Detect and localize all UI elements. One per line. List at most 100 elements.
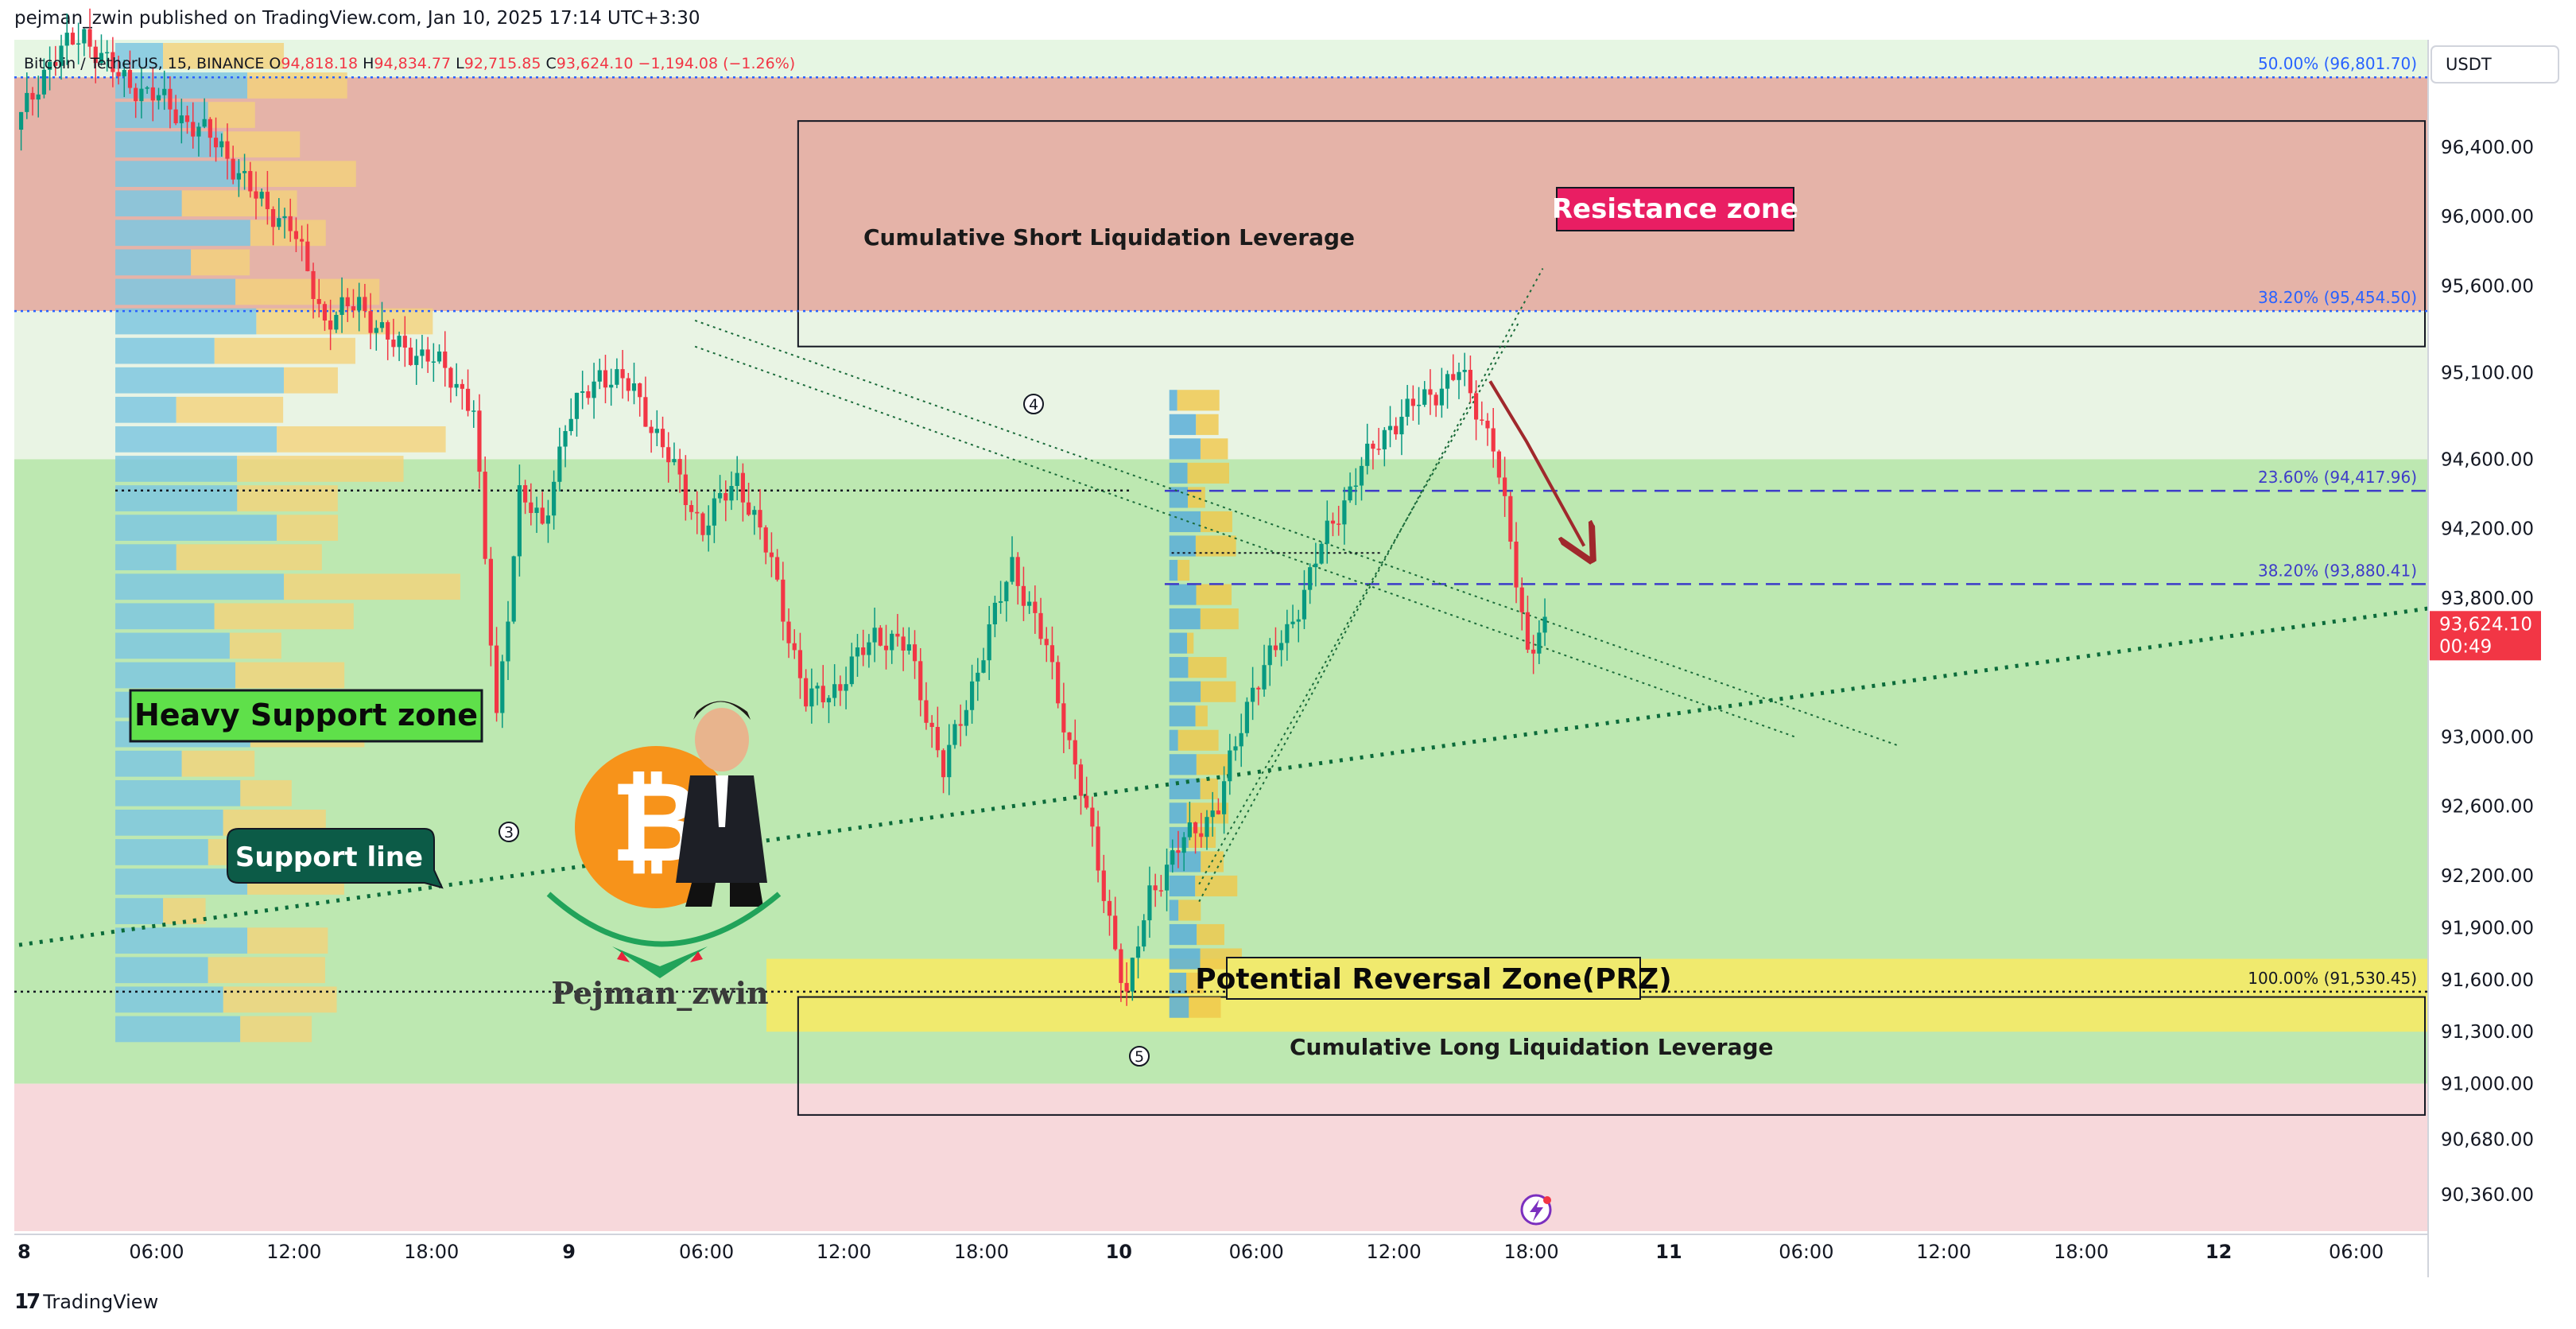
candle-body	[1251, 687, 1255, 702]
volume-profile-bar-up	[115, 396, 177, 423]
resistance-label: Resistance zone	[1552, 193, 1798, 225]
candle-body	[740, 472, 745, 503]
candle-body	[563, 431, 568, 447]
session-profile-bar-down	[1197, 923, 1224, 946]
low-label: L	[456, 55, 464, 72]
volume-profile-bar-down	[240, 779, 292, 806]
session-profile-bar-up	[1169, 778, 1201, 799]
candle-body	[729, 486, 734, 501]
session-profile-bar-down	[1201, 681, 1236, 702]
price-tick-label: 96,000.00	[2441, 207, 2534, 227]
candle-body	[145, 87, 149, 89]
candle-body	[265, 192, 270, 209]
candle-body	[1210, 810, 1215, 818]
session-profile-bar-up	[1169, 948, 1201, 970]
avatar-head	[695, 708, 749, 771]
currency-button[interactable]	[2431, 45, 2559, 84]
volume-profile-bar-down	[163, 898, 206, 924]
trendlines	[18, 268, 2429, 947]
price-tick-label: 93,800.00	[2441, 589, 2534, 609]
candle-countdown: 00:49	[2439, 636, 2492, 657]
candle-body	[1090, 807, 1095, 827]
candle-body	[1394, 426, 1399, 435]
candle-body	[958, 724, 963, 726]
volume-profile-bar-up	[115, 957, 208, 984]
session-profile-bar-down	[1188, 826, 1216, 848]
prz-label: Potential Reversal Zone(PRZ)	[1195, 963, 1671, 996]
session-profile-bar-down	[1187, 462, 1229, 484]
candle-body	[328, 320, 333, 330]
candle-body	[1387, 426, 1393, 430]
session-profile-bar-up	[1169, 875, 1196, 897]
candle-body	[1222, 781, 1227, 814]
author-signature: Pejman_zwin	[551, 975, 768, 1011]
candle-body	[1382, 429, 1387, 449]
volume-profile-bar-down	[235, 662, 345, 689]
candle-body	[465, 388, 471, 411]
candle-body	[1010, 557, 1014, 582]
change-value: −1,194.08 (−1.26%)	[638, 55, 796, 72]
candle-body	[300, 239, 305, 242]
candle-body	[1181, 837, 1186, 853]
volume-profile-bar-down	[181, 750, 255, 777]
candle-body	[368, 311, 373, 333]
candle-body	[574, 392, 580, 419]
signature-arrow	[612, 946, 708, 978]
candle-body	[867, 642, 871, 655]
footer-brand[interactable]: TradingView	[43, 1291, 159, 1313]
volume-profile-bar-down	[214, 337, 355, 364]
candle-body	[568, 418, 573, 432]
candle-body	[895, 633, 900, 637]
candle-body	[1027, 601, 1032, 606]
heavy-support-label: Heavy Support zone	[134, 698, 478, 733]
candle-body	[414, 356, 419, 365]
candle-body	[30, 92, 35, 100]
footer: 17 TradingView	[14, 1290, 158, 1314]
open-value: 94,818.18	[281, 55, 358, 72]
volume-profile	[115, 43, 460, 1043]
avatar-hair	[693, 701, 751, 720]
volume-profile-bar-up	[115, 779, 241, 806]
candle-body	[1313, 563, 1318, 568]
candles	[19, 8, 1547, 1006]
volume-profile-bar-down	[240, 1016, 312, 1043]
high-label: H	[363, 55, 374, 72]
candle-body	[1049, 645, 1055, 663]
candle-body	[792, 643, 797, 651]
candle-body	[19, 111, 24, 130]
volume-profile-bar-down	[250, 220, 326, 247]
candle-body	[695, 511, 700, 514]
candle-body	[1348, 486, 1352, 501]
candle-body	[901, 636, 906, 651]
candle-body	[379, 322, 385, 328]
volume-profile-bar-down	[208, 957, 325, 984]
candle-body	[1142, 920, 1146, 947]
price-tick-label: 91,900.00	[2441, 918, 2534, 938]
volume-profile-bar-down	[229, 632, 281, 659]
volume-profile-bar-down	[176, 544, 322, 571]
resistance-label-box	[1556, 187, 1794, 231]
candle-body	[1422, 389, 1427, 405]
session-profile-bar-down	[1186, 973, 1204, 994]
candle-body	[1531, 649, 1536, 654]
volume-profile-bar-up	[115, 190, 182, 217]
candle-body	[1015, 557, 1020, 586]
prz-label-box	[1226, 957, 1641, 1000]
time-tick-label: 18:00	[404, 1241, 459, 1263]
support-line-callout	[227, 828, 444, 889]
candle-body	[334, 314, 339, 330]
candle-body	[99, 52, 104, 64]
candle-body	[288, 216, 293, 231]
candle-body	[649, 426, 654, 433]
candle-body	[1428, 389, 1433, 395]
time-tick-label: 06:00	[1779, 1241, 1833, 1263]
candle-body	[1336, 523, 1341, 525]
candle-body	[1302, 589, 1307, 620]
volume-profile-bar-up	[115, 308, 257, 335]
candle-body	[1491, 428, 1496, 452]
volume-profile-bar-down	[284, 573, 460, 600]
time-tick-label: 06:00	[129, 1241, 184, 1263]
volume-profile-bar-down	[235, 278, 380, 305]
candle-body	[1330, 520, 1336, 524]
